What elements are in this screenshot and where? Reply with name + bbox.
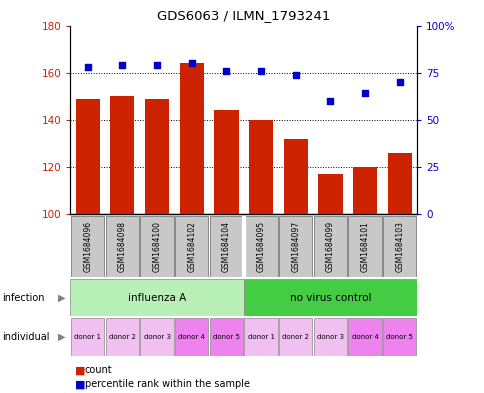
Point — [257, 68, 264, 74]
Bar — [71, 318, 104, 356]
Point — [118, 62, 126, 68]
Point — [187, 60, 195, 66]
Text: donor 5: donor 5 — [386, 334, 412, 340]
Point — [84, 64, 91, 70]
Text: GSM1684097: GSM1684097 — [290, 221, 300, 272]
Bar — [313, 216, 347, 277]
Point — [395, 79, 403, 85]
Bar — [278, 318, 312, 356]
Text: GSM1684103: GSM1684103 — [394, 221, 404, 272]
Text: donor 2: donor 2 — [109, 334, 136, 340]
Bar — [76, 99, 100, 214]
Text: ▶: ▶ — [58, 332, 65, 342]
Text: GSM1684096: GSM1684096 — [83, 221, 92, 272]
Text: GSM1684104: GSM1684104 — [221, 221, 230, 272]
Title: GDS6063 / ILMN_1793241: GDS6063 / ILMN_1793241 — [157, 9, 330, 22]
Text: ■: ■ — [75, 365, 86, 375]
Text: donor 5: donor 5 — [212, 334, 239, 340]
Text: count: count — [85, 365, 112, 375]
Text: donor 3: donor 3 — [143, 334, 170, 340]
Bar — [106, 318, 139, 356]
Bar — [348, 318, 381, 356]
Bar — [244, 318, 277, 356]
Bar — [244, 216, 277, 277]
Text: GSM1684102: GSM1684102 — [187, 221, 196, 272]
Text: ▶: ▶ — [58, 293, 65, 303]
Text: GSM1684099: GSM1684099 — [325, 221, 334, 272]
Bar — [71, 216, 104, 277]
Text: donor 1: donor 1 — [74, 334, 101, 340]
Bar — [209, 216, 242, 277]
Bar — [214, 110, 238, 214]
Bar — [175, 216, 208, 277]
Bar — [382, 318, 416, 356]
Text: individual: individual — [2, 332, 50, 342]
Text: percentile rank within the sample: percentile rank within the sample — [85, 379, 249, 389]
Bar — [382, 216, 416, 277]
Point — [291, 72, 299, 78]
Bar — [70, 279, 243, 316]
Bar — [145, 99, 169, 214]
Bar — [283, 139, 307, 214]
Bar — [352, 167, 377, 214]
Text: donor 4: donor 4 — [351, 334, 378, 340]
Bar — [179, 63, 203, 214]
Text: ■: ■ — [75, 379, 86, 389]
Text: donor 4: donor 4 — [178, 334, 205, 340]
Point — [326, 98, 333, 104]
Text: GSM1684101: GSM1684101 — [360, 221, 369, 272]
Bar — [140, 216, 173, 277]
Bar — [318, 174, 342, 214]
Text: donor 2: donor 2 — [282, 334, 308, 340]
Point — [222, 68, 230, 74]
Point — [361, 90, 368, 97]
Bar — [387, 153, 411, 214]
Point — [153, 62, 161, 68]
Bar — [248, 120, 272, 214]
Text: GSM1684095: GSM1684095 — [256, 221, 265, 272]
Text: donor 1: donor 1 — [247, 334, 274, 340]
Text: no virus control: no virus control — [289, 293, 370, 303]
Text: influenza A: influenza A — [128, 293, 186, 303]
Bar — [243, 279, 416, 316]
Bar — [313, 318, 347, 356]
Bar — [209, 318, 242, 356]
Text: infection: infection — [2, 293, 45, 303]
Bar — [278, 216, 312, 277]
Bar — [175, 318, 208, 356]
Bar — [348, 216, 381, 277]
Text: donor 3: donor 3 — [316, 334, 343, 340]
Text: GSM1684100: GSM1684100 — [152, 221, 161, 272]
Bar — [106, 216, 139, 277]
Bar — [140, 318, 173, 356]
Bar — [110, 96, 134, 214]
Text: GSM1684098: GSM1684098 — [118, 221, 127, 272]
